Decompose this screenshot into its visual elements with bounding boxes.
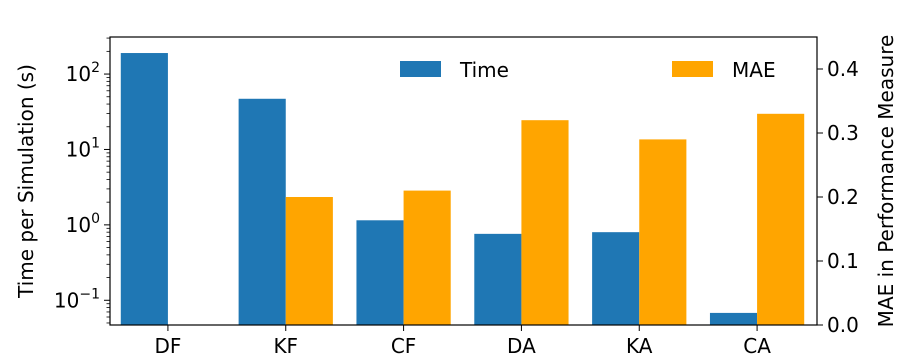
legend-swatch-time bbox=[400, 61, 441, 77]
y-tick-label-left-2: 100 bbox=[66, 211, 100, 237]
x-tick-label-ka: KA bbox=[626, 334, 653, 358]
y-tick-label-right-4: 0.4 bbox=[827, 57, 859, 81]
bars-group bbox=[120, 53, 805, 326]
x-tick-label-da: DA bbox=[507, 334, 536, 358]
y-tick-label-right-2: 0.2 bbox=[827, 185, 859, 209]
mae-bar-ca bbox=[757, 113, 805, 325]
right-axis: 0.0 0.1 0.2 0.3 0.4 bbox=[817, 57, 859, 337]
time-bar-df bbox=[120, 53, 168, 326]
plot-frame bbox=[109, 36, 818, 326]
y-tick-label-left-3: 10−1 bbox=[54, 286, 100, 312]
y-axis-label-left: Time per Simulation (s) bbox=[14, 64, 38, 299]
legend-swatch-mae bbox=[672, 61, 713, 77]
time-bar-ca bbox=[709, 312, 758, 325]
x-tick-label-ca: CA bbox=[743, 334, 771, 358]
legend: Time MAE bbox=[400, 58, 776, 82]
y-tick-label-left-0: 102 bbox=[66, 60, 100, 86]
time-bar-cf bbox=[356, 220, 404, 325]
x-tick-label-df: DF bbox=[154, 334, 181, 358]
mae-bar-ka bbox=[639, 139, 687, 325]
y-tick-label-right-3: 0.3 bbox=[827, 121, 859, 145]
x-axis: DF KF CF DA KA CA bbox=[154, 325, 771, 358]
legend-label-time: Time bbox=[459, 58, 509, 82]
y-tick-label-left-1: 101 bbox=[66, 135, 100, 161]
time-bar-kf bbox=[238, 98, 286, 325]
time-bar-da bbox=[474, 233, 522, 325]
y-tick-label-right-1: 0.1 bbox=[827, 249, 859, 273]
y-axis-label-right: MAE in Performance Measure bbox=[874, 35, 898, 328]
x-tick-label-cf: CF bbox=[391, 334, 416, 358]
time-bar-ka bbox=[592, 232, 640, 325]
mae-bar-da bbox=[521, 120, 569, 325]
x-tick-label-kf: KF bbox=[273, 334, 298, 358]
mae-bar-cf bbox=[403, 190, 451, 325]
mae-bar-kf bbox=[285, 197, 333, 325]
legend-label-mae: MAE bbox=[732, 58, 776, 82]
left-axis: 102 101 100 10−1 bbox=[54, 37, 110, 324]
y-tick-label-right-0: 0.0 bbox=[827, 313, 859, 337]
